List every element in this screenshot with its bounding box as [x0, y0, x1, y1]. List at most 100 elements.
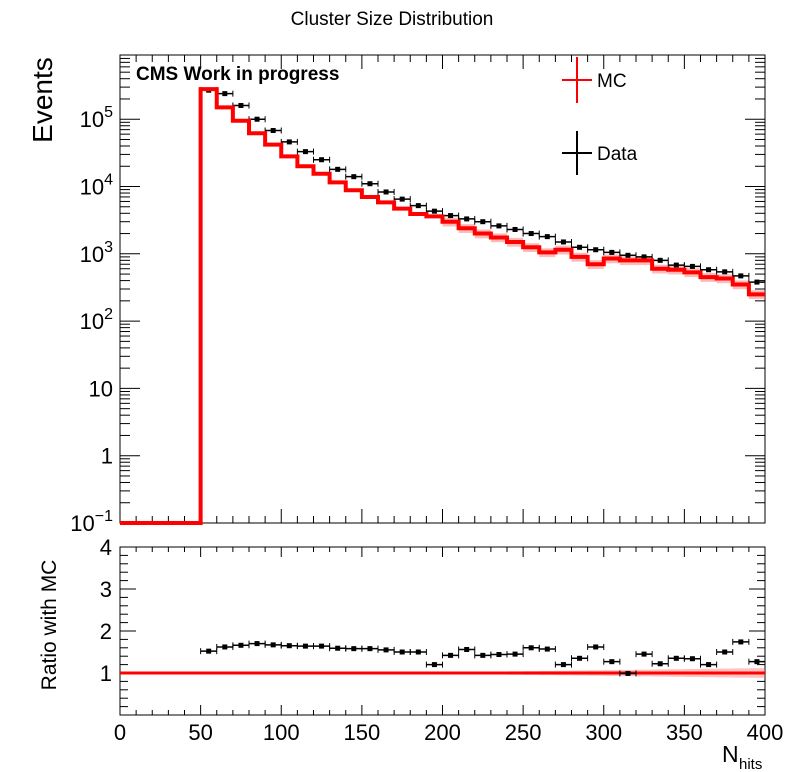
- bottom-y-tick-labels: 1 2 3 4: [100, 535, 112, 686]
- data-point-marker: [496, 223, 502, 229]
- x-axis-title-sub: hits: [739, 756, 762, 772]
- data-point-marker: [302, 149, 308, 155]
- top-y-tick-label: 102: [80, 306, 113, 334]
- ratio-points: [200, 638, 766, 677]
- ratio-point-marker: [689, 656, 695, 662]
- ratio-point-marker: [706, 662, 712, 668]
- top-y-tick-label: 103: [80, 239, 113, 267]
- legend: MC Data: [562, 57, 638, 175]
- ratio-point-marker: [319, 643, 325, 649]
- x-tick-label: 50: [188, 720, 212, 745]
- data-point-marker: [415, 203, 421, 209]
- x-tick-label: 200: [424, 720, 461, 745]
- data-point-marker: [367, 181, 373, 187]
- ratio-point-marker: [577, 655, 583, 661]
- ratio-point-marker: [480, 652, 486, 658]
- x-tick-labels: 0 50 100 150 200 250 300 350 400: [114, 720, 783, 745]
- top-y-tick-label: 105: [80, 104, 113, 132]
- data-point-marker: [754, 279, 760, 285]
- cms-annotation: CMS Work in progress: [136, 64, 339, 85]
- top-y-tick-label: 1: [101, 444, 113, 469]
- top-y-tick-label: 10−1: [70, 508, 113, 536]
- data-point-marker: [480, 219, 486, 225]
- data-point-marker: [706, 267, 712, 273]
- ratio-point-marker: [302, 643, 308, 649]
- x-axis-title-main: N: [722, 741, 739, 767]
- legend-entry-mc: MC: [562, 57, 627, 103]
- data-points: [200, 87, 766, 286]
- bottom-y-tick-label: 3: [100, 577, 112, 602]
- data-point-marker: [222, 91, 228, 97]
- data-point-marker: [544, 234, 550, 240]
- ratio-point-marker: [399, 649, 405, 655]
- ratio-point-marker: [431, 662, 437, 668]
- ratio-point-marker: [222, 644, 228, 650]
- data-point-marker: [577, 244, 583, 250]
- ratio-point-marker: [673, 655, 679, 661]
- x-tick-label: 100: [263, 720, 300, 745]
- ratio-point-marker: [286, 643, 292, 649]
- x-tick-label: 150: [344, 720, 381, 745]
- data-point-marker: [383, 189, 389, 195]
- ratio-point-marker: [270, 642, 276, 648]
- ratio-point-marker: [625, 670, 631, 676]
- data-point-marker: [238, 102, 244, 108]
- ratio-point-marker: [657, 661, 663, 667]
- data-point-marker: [560, 239, 566, 245]
- data-point-marker: [319, 157, 325, 163]
- bottom-y-axis-title: Ratio with MC: [38, 560, 61, 691]
- data-point-marker: [641, 254, 647, 260]
- x-tick-label: 0: [114, 720, 126, 745]
- x-axis-title: N hits: [722, 741, 762, 772]
- ratio-point-marker: [254, 641, 260, 647]
- ratio-point-marker: [335, 645, 341, 651]
- ratio-point-marker: [448, 652, 454, 658]
- ratio-point-marker: [415, 649, 421, 655]
- mc-step-histogram: [120, 87, 765, 525]
- ratio-point-marker: [464, 646, 470, 652]
- x-tick-label: 250: [505, 720, 542, 745]
- data-point-marker: [448, 213, 454, 219]
- chart-title: Cluster Size Distribution: [291, 9, 494, 30]
- top-y-axis-title: Events: [27, 57, 58, 143]
- data-point-marker: [286, 139, 292, 145]
- x-tick-label: 350: [666, 720, 703, 745]
- ratio-point-marker: [351, 646, 357, 652]
- data-point-marker: [625, 252, 631, 258]
- ratio-point-marker: [383, 647, 389, 653]
- ratio-point-marker: [609, 659, 615, 665]
- data-point-marker: [431, 208, 437, 214]
- top-y-tick-label: 104: [80, 172, 113, 200]
- ratio-point-marker: [496, 652, 502, 658]
- data-point-marker: [512, 226, 518, 232]
- ratio-point-marker: [238, 642, 244, 648]
- top-y-tick-label: 10: [89, 376, 113, 401]
- ratio-point-marker: [528, 645, 534, 651]
- data-point-marker: [270, 127, 276, 133]
- data-point-marker: [609, 249, 615, 255]
- ratio-point-marker: [560, 662, 566, 668]
- ratio-point-marker: [641, 651, 647, 657]
- bottom-plot-frame: [119, 546, 766, 716]
- legend-data-label: Data: [597, 144, 638, 165]
- ratio-point-marker: [593, 644, 599, 650]
- data-point-marker: [399, 196, 405, 202]
- legend-mc-label: MC: [597, 71, 627, 92]
- data-point-marker: [335, 166, 341, 172]
- x-tick-label: 300: [585, 720, 622, 745]
- bottom-y-tick-label: 1: [100, 661, 112, 686]
- top-axis-ticks: [119, 54, 766, 524]
- data-point-marker: [593, 247, 599, 253]
- ratio-point-marker: [754, 659, 760, 665]
- data-point-marker: [528, 231, 534, 237]
- data-point-marker: [673, 262, 679, 268]
- data-point-marker: [738, 273, 744, 279]
- top-plot-frame: [119, 54, 766, 524]
- data-point-marker: [254, 116, 260, 122]
- ratio-point-marker: [738, 639, 744, 645]
- data-point-marker: [351, 174, 357, 180]
- ratio-point-marker: [544, 646, 550, 652]
- bottom-y-tick-label: 2: [100, 619, 112, 644]
- bottom-y-tick-label: 4: [100, 535, 112, 560]
